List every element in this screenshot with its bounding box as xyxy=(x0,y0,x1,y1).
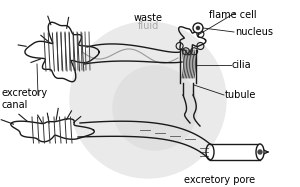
Text: waste: waste xyxy=(134,13,163,23)
Text: flame cell: flame cell xyxy=(209,10,257,20)
Text: nucleus: nucleus xyxy=(235,27,273,37)
Circle shape xyxy=(196,27,200,30)
Ellipse shape xyxy=(256,144,264,160)
Circle shape xyxy=(70,22,226,178)
Text: fluid: fluid xyxy=(137,21,159,31)
Text: excretory
canal: excretory canal xyxy=(2,88,48,110)
Text: cilia: cilia xyxy=(232,60,252,70)
Text: excretory pore: excretory pore xyxy=(184,175,256,185)
Circle shape xyxy=(113,66,197,150)
Circle shape xyxy=(258,150,262,154)
Circle shape xyxy=(193,23,203,33)
Text: tubule: tubule xyxy=(225,90,256,100)
